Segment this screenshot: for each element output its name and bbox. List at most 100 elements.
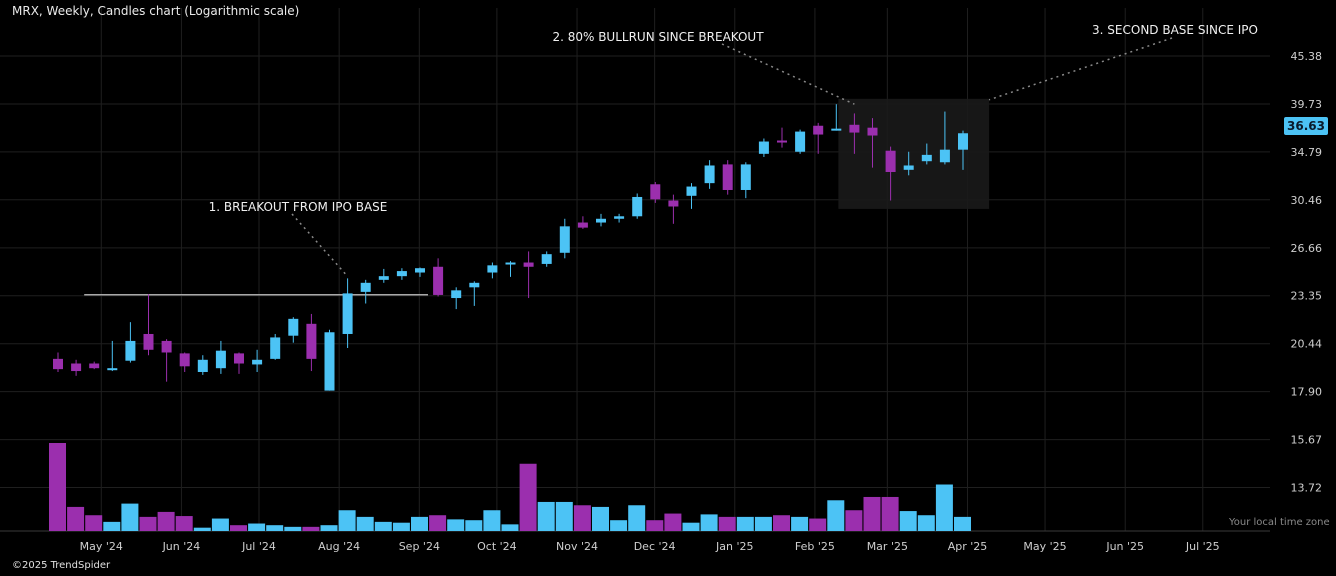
x-tick-label: Dec '24 [634,540,676,553]
x-tick-label: Jul '25 [1185,540,1220,553]
candle-body [632,196,643,217]
candle-body [541,254,552,264]
second-base-box [838,98,990,209]
x-tick-label: Jan '25 [715,540,753,553]
volume-bar [646,520,664,531]
candle-body [921,154,932,162]
x-tick-label: Jun '25 [1105,540,1144,553]
x-tick-label: Feb '25 [795,540,835,553]
x-tick-label: Jun '24 [162,540,201,553]
volume-bar [501,524,519,531]
annotation-label: 3. SECOND BASE SINCE IPO [1092,23,1258,37]
candle-body [849,124,860,133]
candle-body [505,262,516,265]
volume-bar [374,521,392,531]
candle-body [451,290,462,299]
candle-body [596,218,606,223]
volume-bar [230,525,247,531]
x-tick-label: Nov '24 [556,540,598,553]
volume-bar [773,515,790,531]
candle-body [704,165,715,184]
x-tick-label: Mar '25 [867,540,908,553]
candle-body [234,353,244,364]
volume-bar [935,484,953,531]
candle-body [867,127,878,136]
candle-body [758,141,769,154]
volume-bar [67,506,85,531]
candle-body [107,368,118,371]
volume-bar [447,519,465,531]
volume-bar [519,463,537,531]
chart-title: MRX, Weekly, Candles chart (Logarithmic … [12,4,300,18]
candle-body [650,184,661,200]
volume-bar [193,527,211,531]
annotation-label: 1. BREAKOUT FROM IPO BASE [209,200,388,214]
candle-body [197,359,208,372]
x-tick-label: Apr '25 [948,540,988,553]
candle-body [161,340,172,353]
volume-bar [863,496,881,531]
candle-body [523,262,534,267]
y-tick-label: 30.46 [1291,194,1323,207]
volume-bar [103,521,121,531]
annotation-label: 2. 80% BULLRUN SINCE BREAKOUT [552,30,764,44]
volume-bar [356,516,374,531]
volume-bar [827,500,845,531]
volume-bar [139,516,157,531]
volume-bar [465,520,483,531]
candle-body [433,266,444,295]
candle-body [288,318,299,336]
volume-bar [917,515,935,531]
candle-body [179,353,190,367]
annotation-pointer [721,43,855,105]
candle-body [614,216,625,219]
volume-bar [175,516,193,531]
y-tick-label: 26.66 [1291,242,1323,255]
volume-bar [284,526,302,531]
candle-body [487,265,498,273]
volume-bar [791,516,809,531]
candle-body [415,268,425,273]
candle-body [215,350,226,369]
y-tick-label: 20.44 [1291,338,1323,351]
candle-body [559,226,570,253]
volume-bar [429,515,447,531]
candle-body [396,271,407,277]
candle-body [360,282,371,292]
volume-bar [248,523,266,531]
volume-bar [121,503,139,531]
y-tick-label: 17.90 [1291,386,1323,399]
candle-body [53,358,63,370]
volume-bar [483,510,501,531]
candle-body [903,165,914,170]
annotation-pointer [988,37,1173,101]
volume-bar [302,526,320,531]
volume-bar [700,514,718,531]
x-tick-label: May '25 [1023,540,1066,553]
volume-bar [628,505,646,531]
volume-bar [736,516,754,531]
volume-bar [899,511,917,531]
y-tick-label: 13.72 [1291,482,1323,495]
volume-bar [49,443,66,531]
volume-bar [718,516,736,531]
volume-bar [682,522,700,531]
volume-bar [211,518,229,531]
candle-body [885,150,896,173]
volume-bar [266,525,284,531]
candle-body [939,149,950,163]
candle-body [958,133,968,150]
volume-bar [338,510,356,531]
candle-body [252,359,263,365]
copyright-text: ©2025 TrendSpider [12,560,111,571]
volume-bar [954,516,971,531]
timezone-label[interactable]: Your local time zone [1229,517,1330,528]
candle-body [270,337,281,359]
x-tick-label: Jul '24 [241,540,276,553]
volume-bar [809,518,827,531]
x-tick-label: May '24 [80,540,123,553]
candle-body [378,276,389,280]
volume-bar [573,505,591,531]
annotation-pointer [291,213,349,277]
